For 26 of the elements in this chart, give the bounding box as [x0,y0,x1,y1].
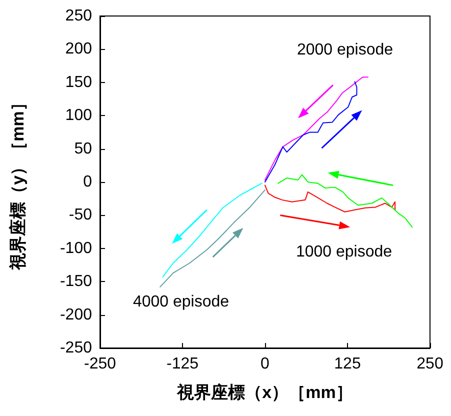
y-tick-label: 150 [65,74,92,91]
y-axis-title: 視界座標（y）［mm］ [8,94,28,271]
x-tick-label: -125 [166,356,199,372]
x-axis-title: 視界座標（x）［mm］ [176,383,353,402]
annotation: 1000 episode [296,244,392,260]
y-tick-label: -150 [60,273,92,290]
y-tick-label: 200 [65,40,92,58]
line-series [160,189,266,288]
line-series [264,81,358,182]
line-series [278,174,413,228]
y-tick-label: -200 [60,306,92,324]
line-series [162,182,262,278]
x-tick-label: 125 [334,356,361,372]
y-tick-label: -250 [60,340,92,356]
y-tick-label: -50 [68,206,92,224]
annotation: 2000 episode [296,42,394,58]
line-series [264,184,396,212]
y-tick-label: 250 [65,8,92,24]
line-series [264,76,368,181]
x-tick-label: 0 [260,356,270,372]
y-tick-label: 0 [83,174,92,190]
annotation: 4000 episode [132,294,230,310]
y-tick-label: 100 [65,107,92,124]
y-tick-label: -100 [60,240,92,257]
x-tick-label: 250 [416,356,444,372]
y-tick-label: 50 [74,140,92,158]
